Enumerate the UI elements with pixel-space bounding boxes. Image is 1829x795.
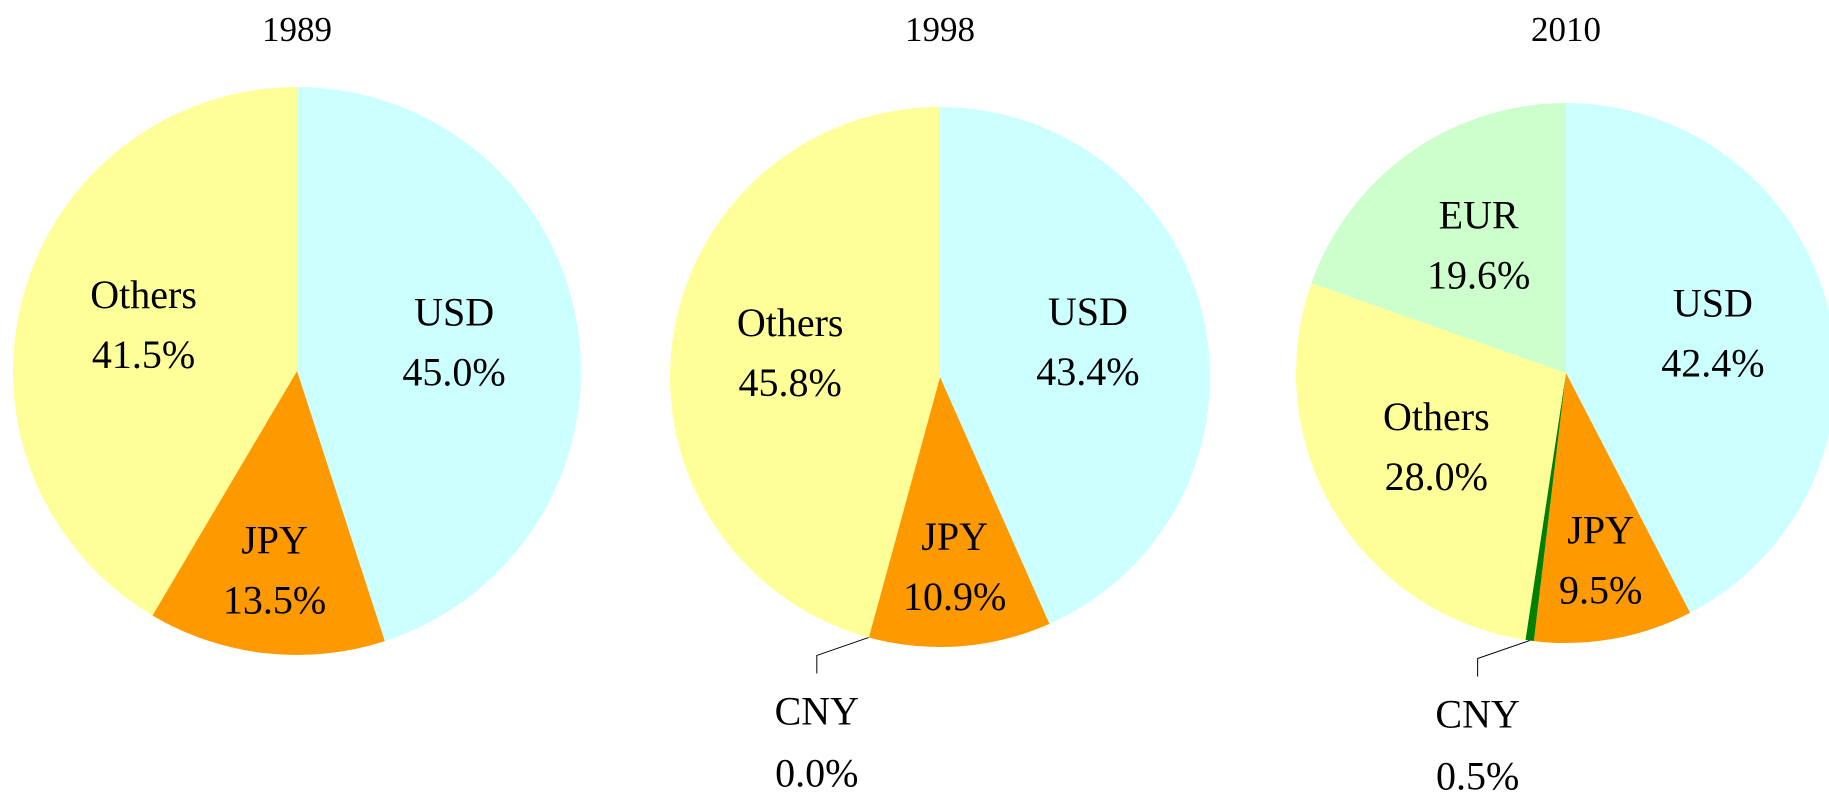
slice-label: EUR [1439, 193, 1519, 238]
slice-label: Others [1383, 394, 1490, 439]
pie-slice [1311, 102, 1566, 373]
pie-slice [152, 371, 385, 655]
pie-title: 1989 [262, 10, 332, 49]
slice-label: USD [1048, 289, 1128, 334]
pie-slice [1525, 373, 1566, 642]
slice-value-label: 43.4% [1036, 349, 1139, 394]
pie-title: 2010 [1531, 10, 1601, 49]
pie-slice [868, 377, 1050, 647]
slice-value-label: 19.6% [1427, 253, 1530, 298]
callout-line [816, 636, 869, 674]
slice-value-label: 45.0% [402, 349, 505, 394]
slice-label: CNY [775, 689, 859, 734]
slice-label: Others [90, 272, 197, 317]
slice-label: JPY [921, 514, 988, 559]
slice-label: Others [737, 300, 844, 345]
slice-label: USD [1673, 280, 1753, 325]
slice-label: CNY [1435, 692, 1519, 737]
pie-slice [1296, 283, 1566, 640]
slice-label: JPY [241, 517, 308, 562]
slice-value-label: 42.4% [1661, 340, 1764, 385]
slice-value-label: 28.0% [1385, 454, 1488, 499]
pie-slice [297, 87, 581, 642]
pie-slice [1566, 103, 1829, 613]
slice-value-label: 9.5% [1559, 567, 1642, 612]
slice-value-label: 13.5% [223, 577, 326, 622]
slice-value-label: 41.5% [92, 332, 195, 377]
pie-slice [12, 87, 297, 616]
slice-label: USD [414, 289, 494, 334]
slice-label: JPY [1567, 507, 1634, 552]
pie-slice [940, 107, 1210, 624]
pie-slice [1533, 373, 1691, 643]
slice-value-label: 45.8% [738, 360, 841, 405]
slice-value-label: 0.0% [775, 751, 858, 795]
pie-slice [670, 107, 940, 638]
slice-value-label: 10.9% [903, 574, 1006, 619]
slice-value-label: 0.5% [1436, 754, 1519, 795]
pie-title: 1998 [905, 10, 975, 49]
callout-line [1477, 640, 1530, 677]
